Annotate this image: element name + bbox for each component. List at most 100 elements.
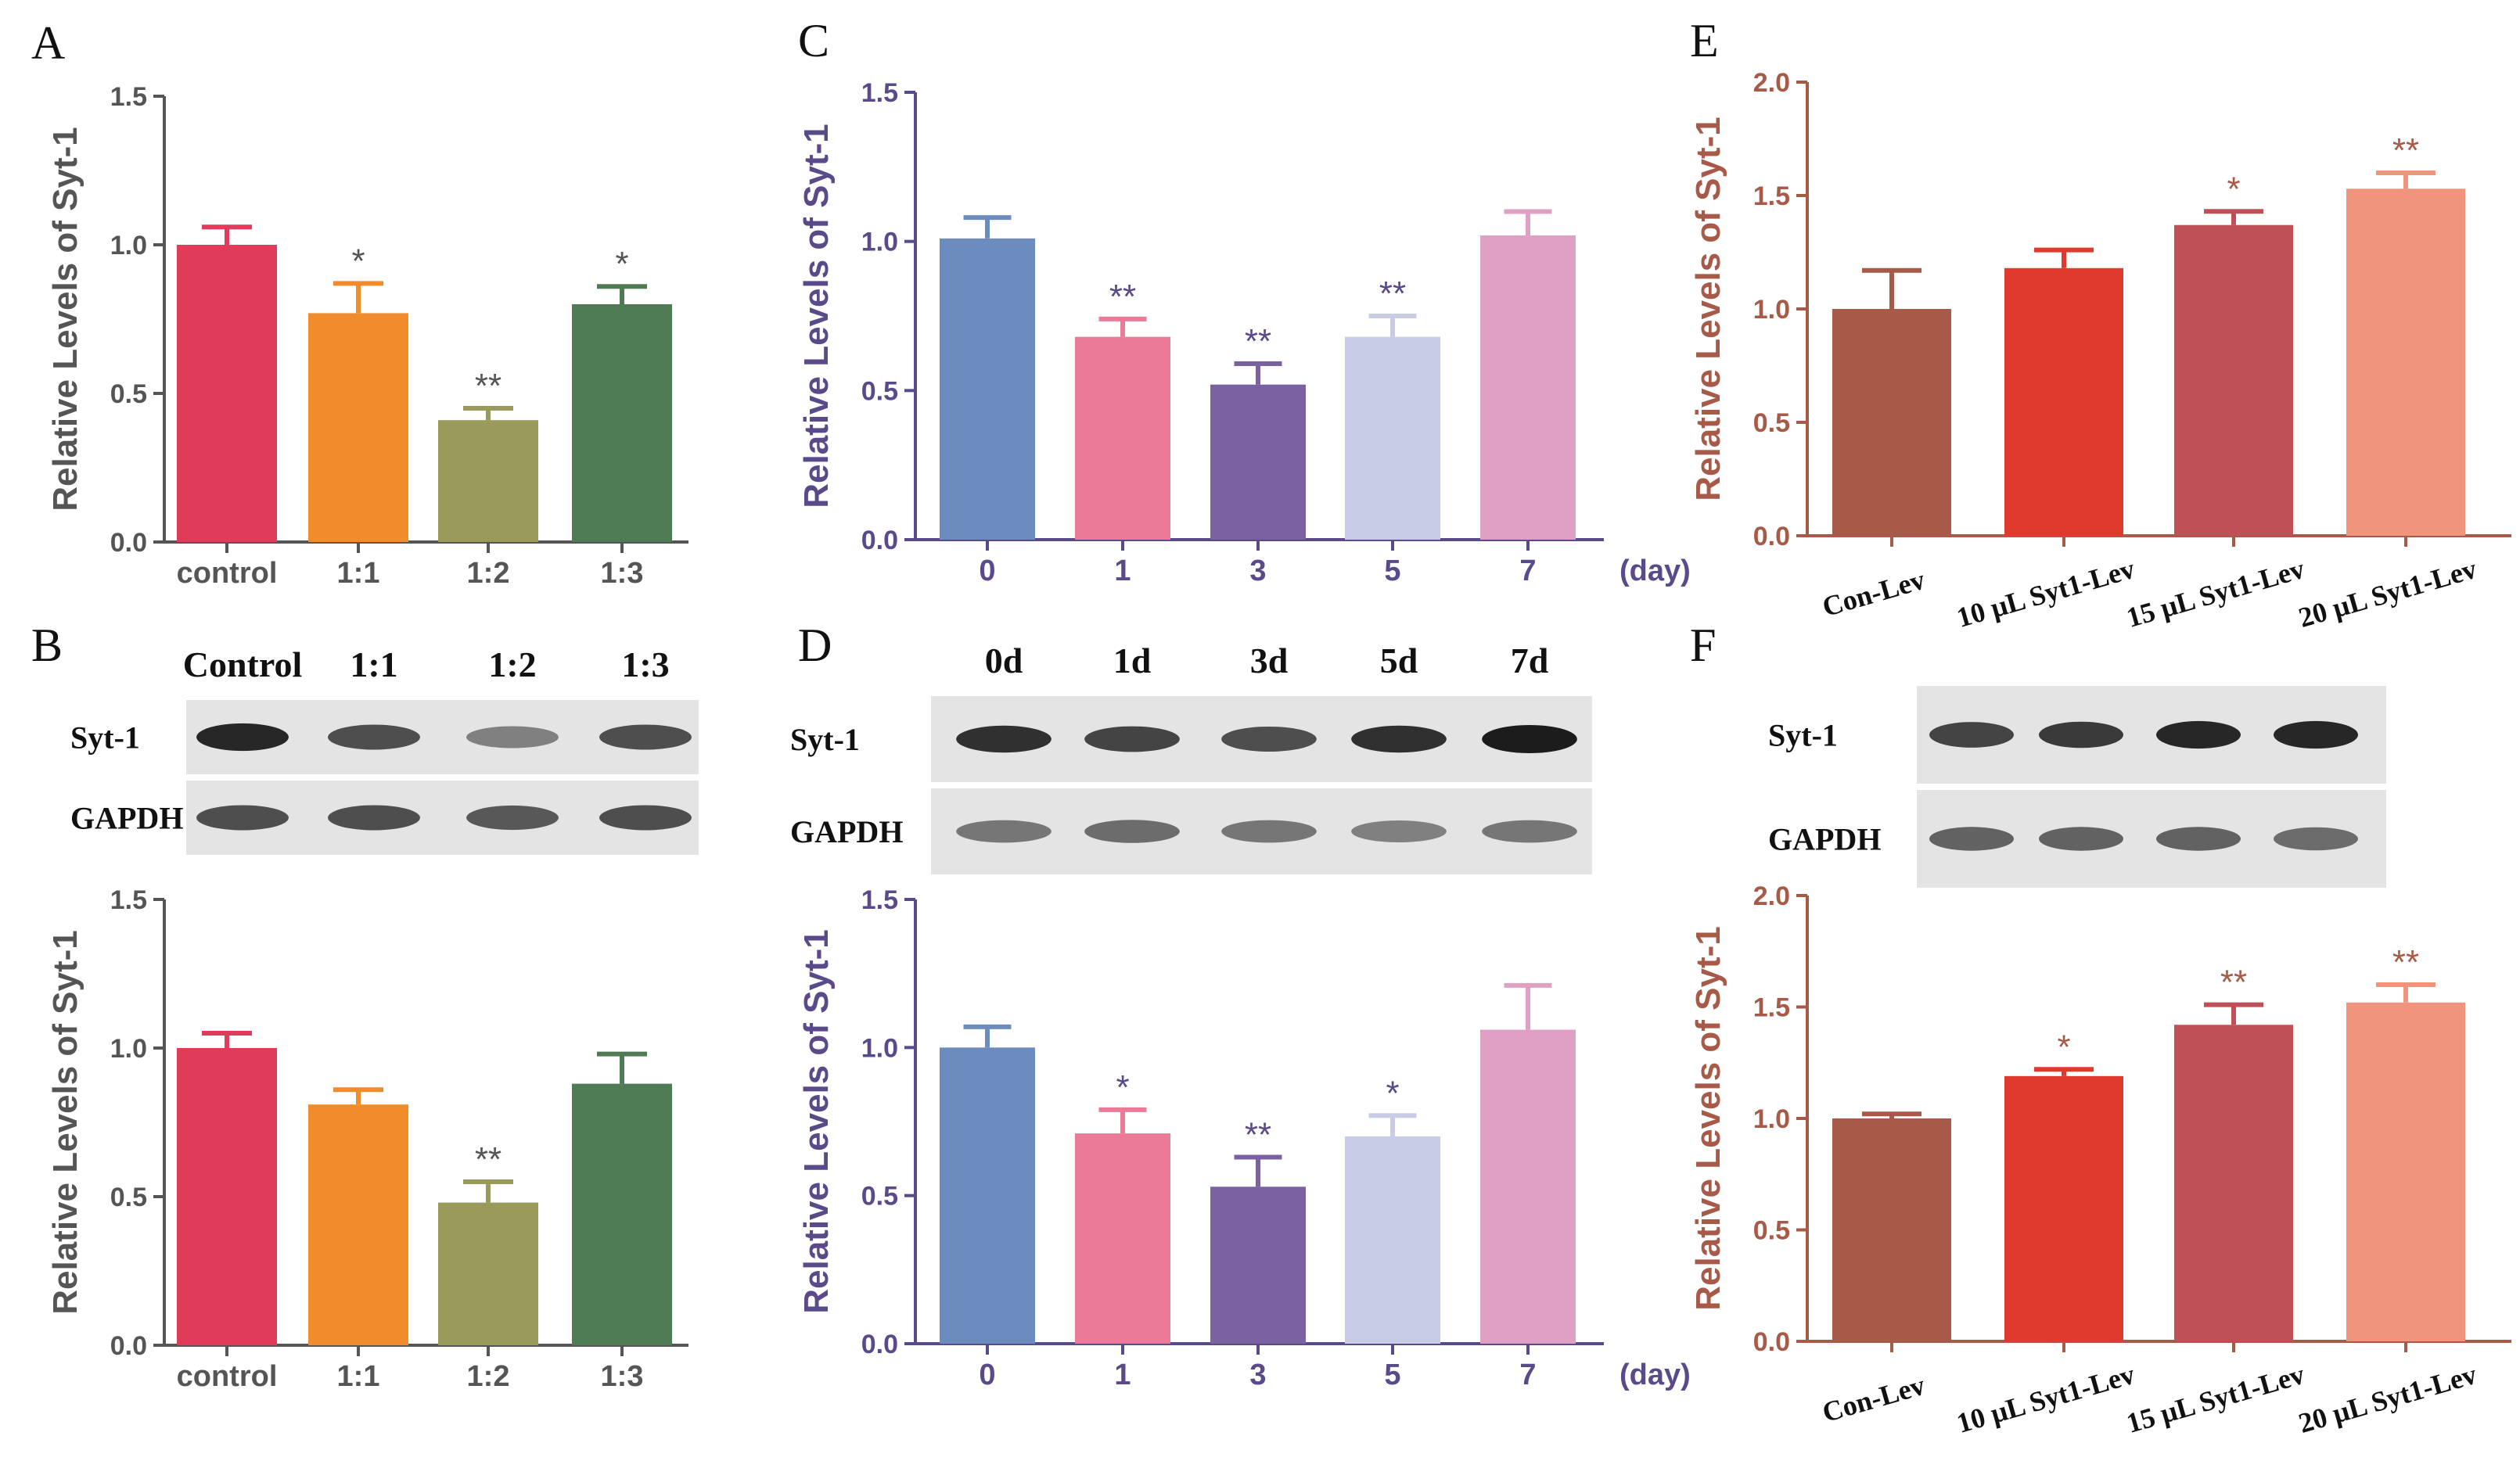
- significance-mark: **: [2220, 964, 2247, 1002]
- blot-row-label: GAPDH: [70, 801, 183, 836]
- blot-band: [2156, 827, 2241, 851]
- bar: [1345, 336, 1440, 540]
- blot-band: [2274, 827, 2358, 851]
- blot-lane-label: 0d: [985, 641, 1023, 680]
- western-blot-f: F Syt-1 GAPDH: [1690, 619, 2386, 888]
- bar: [1480, 1029, 1576, 1344]
- blot-band: [1084, 726, 1180, 752]
- y-tick-label: 1.0: [110, 231, 147, 260]
- blot-row-label: GAPDH: [1768, 822, 1881, 857]
- bar: [1345, 1136, 1440, 1344]
- x-tick-label: 1: [1114, 1359, 1131, 1391]
- x-tick-label: 3: [1249, 555, 1266, 587]
- blot-lane-label: 1:1: [350, 644, 397, 684]
- blot-band: [1482, 820, 1577, 843]
- y-tick-label: 1.5: [861, 885, 898, 915]
- blot-lane-label: 7d: [1511, 641, 1549, 680]
- y-tick-label: 1.0: [1753, 1104, 1790, 1134]
- blot-row-label: Syt-1: [790, 722, 860, 757]
- blot-band: [1351, 820, 1447, 842]
- blot-band: [1929, 722, 2014, 748]
- bar: [2004, 267, 2123, 536]
- panel-letter: E: [1690, 15, 1719, 66]
- x-tick-label: 1:1: [337, 1360, 380, 1393]
- y-tick-label: 1.0: [861, 228, 898, 257]
- x-tick-label: control: [177, 1360, 278, 1393]
- bar: [308, 313, 408, 542]
- blot-band: [2156, 720, 2241, 749]
- y-tick-label: 1.5: [110, 885, 147, 915]
- bar: [2346, 188, 2465, 537]
- x-tick-label: 3: [1249, 1359, 1266, 1391]
- blot-band: [1482, 725, 1577, 753]
- bar: [940, 238, 1035, 540]
- significance-mark: *: [1116, 1068, 1129, 1107]
- y-tick-label: 1.5: [110, 82, 147, 112]
- blot-band: [599, 805, 692, 831]
- significance-mark: **: [2392, 943, 2419, 982]
- blot-lane-label: 3d: [1250, 641, 1289, 680]
- significance-mark: **: [1379, 275, 1406, 313]
- blot-lane-label: 5d: [1380, 641, 1418, 680]
- bar: [1075, 336, 1170, 540]
- chart-panel-b: B Relative Levels of Syt-1 0.0 0.5 1.0 1.5 con…: [31, 619, 688, 1393]
- significance-mark: *: [2057, 1028, 2070, 1066]
- y-tick-label: 0.5: [861, 1182, 898, 1212]
- x-tick-label: 15 μL Syt1-Lev: [2123, 553, 2308, 634]
- y-tick-label: 1.0: [1753, 295, 1790, 325]
- blot-band: [1221, 727, 1317, 752]
- y-tick-label: 0.0: [110, 528, 147, 558]
- x-tick-label: 15 μL Syt1-Lev: [2123, 1359, 2308, 1439]
- bar: [308, 1104, 408, 1345]
- significance-mark: **: [1109, 278, 1136, 316]
- y-tick-label: 0.5: [1753, 1216, 1790, 1246]
- blot-lane-label: Control: [183, 644, 303, 684]
- x-tick-label: 7: [1519, 555, 1536, 587]
- bar: [572, 1083, 672, 1345]
- blot-lane-label: 1:2: [488, 644, 536, 684]
- y-tick-label: 1.0: [110, 1034, 147, 1064]
- y-tick-label: 1.0: [861, 1033, 898, 1063]
- y-tick-label: 1.5: [861, 78, 898, 108]
- x-tick-label: 20 μL Syt1-Lev: [2295, 1359, 2480, 1439]
- bar: [1075, 1133, 1170, 1344]
- significance-mark: *: [615, 245, 628, 283]
- bar: [438, 1202, 538, 1345]
- blot-band: [466, 805, 559, 831]
- blot-band: [196, 805, 289, 831]
- y-tick-label: 0.5: [110, 1183, 147, 1212]
- y-axis-label: Relative Levels of Syt-1: [1689, 117, 1727, 501]
- y-tick-label: 0.0: [1753, 522, 1790, 551]
- y-tick-label: 0.5: [861, 376, 898, 406]
- bar: [2346, 1002, 2465, 1341]
- blot-band: [599, 724, 692, 750]
- blot-row-label: GAPDH: [790, 814, 903, 849]
- x-tick-label: 0: [979, 555, 995, 587]
- blot-band: [956, 820, 1051, 843]
- x-tick-label: 1:2: [467, 557, 510, 590]
- blot-band: [1221, 820, 1317, 843]
- chart-panel-e: E Relative Levels of Syt-1 0.0 0.5 1.0 1.5 2.0…: [1689, 15, 2511, 634]
- x-tick-label: 5: [1384, 555, 1400, 587]
- y-tick-label: 2.0: [1753, 881, 1790, 911]
- chart-panel-d: D Relative Levels of Syt-1 0.0 0.5 1.0 1.5 0 * 1…: [797, 619, 1691, 1391]
- y-tick-label: 1.5: [1753, 993, 1790, 1023]
- bar: [572, 304, 672, 542]
- x-tick-label: 5: [1384, 1359, 1400, 1391]
- significance-mark: **: [475, 367, 501, 405]
- panel-letter: D: [798, 619, 832, 671]
- panel-letter: A: [31, 17, 65, 69]
- panel-letter: D: [798, 619, 832, 671]
- y-tick-label: 0.0: [861, 1330, 898, 1359]
- y-tick-label: 2.0: [1753, 68, 1790, 98]
- blot-band: [328, 724, 420, 750]
- x-axis-unit: (day): [1619, 1359, 1691, 1391]
- y-tick-label: 0.0: [861, 526, 898, 555]
- y-tick-label: 0.0: [1753, 1327, 1790, 1357]
- significance-mark: **: [2392, 131, 2419, 170]
- significance-mark: **: [1245, 322, 1271, 361]
- bar: [940, 1047, 1035, 1344]
- blot-band: [466, 726, 559, 748]
- bar: [177, 245, 277, 542]
